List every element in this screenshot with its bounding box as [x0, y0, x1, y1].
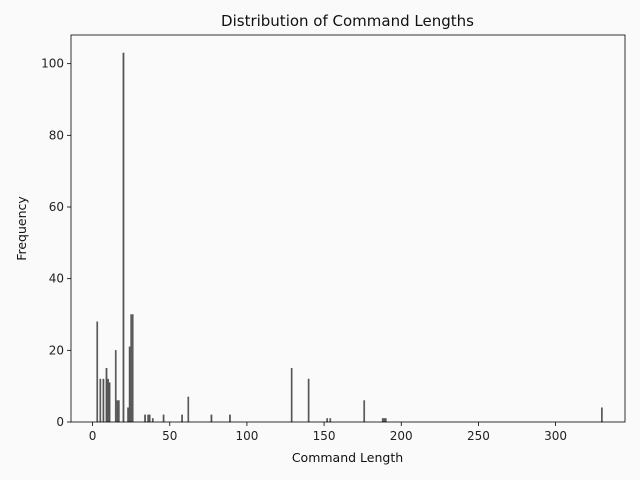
- x-tick-label: 300: [544, 429, 567, 443]
- bars-group: [96, 52, 603, 423]
- bar: [96, 321, 99, 423]
- bar: [601, 407, 603, 423]
- bar: [384, 418, 387, 423]
- bar: [127, 407, 129, 423]
- x-tick-label: 150: [313, 429, 336, 443]
- x-axis-label: Command Length: [292, 450, 403, 465]
- x-tick-label: 50: [162, 429, 177, 443]
- bar: [363, 400, 366, 423]
- bar: [130, 314, 133, 423]
- bar: [162, 414, 165, 423]
- bar: [116, 400, 119, 423]
- bar: [329, 418, 332, 423]
- bar: [99, 378, 102, 423]
- bar: [147, 414, 150, 423]
- bar: [290, 368, 293, 423]
- x-axis-ticks: 0 50 100 150 200 250 300: [89, 422, 567, 443]
- bar: [383, 418, 386, 423]
- bar: [122, 52, 125, 423]
- bar: [326, 418, 329, 423]
- y-tick-label: 80: [49, 128, 64, 142]
- bar: [108, 382, 111, 423]
- y-axis-label: Frequency: [14, 196, 29, 261]
- x-tick-label: 0: [89, 429, 97, 443]
- bar: [229, 414, 231, 423]
- bar: [117, 400, 120, 423]
- bar: [210, 414, 213, 423]
- bar: [102, 378, 105, 423]
- plot-frame: [70, 34, 626, 423]
- bar: [114, 350, 117, 423]
- y-tick-label: 0: [56, 415, 64, 429]
- y-tick-label: 60: [49, 200, 64, 214]
- bar: [381, 418, 384, 423]
- x-tick-label: 100: [235, 429, 258, 443]
- bar: [107, 378, 109, 423]
- y-tick-label: 20: [49, 343, 64, 357]
- chart-title: Distribution of Command Lengths: [221, 12, 474, 30]
- bar: [187, 396, 190, 423]
- bar: [144, 414, 146, 423]
- bar: [105, 368, 108, 423]
- bar: [148, 414, 151, 423]
- bar: [181, 414, 183, 423]
- x-tick-label: 250: [467, 429, 490, 443]
- y-tick-label: 40: [49, 272, 64, 286]
- y-tick-label: 100: [41, 57, 64, 71]
- bar: [307, 378, 310, 423]
- bar: [151, 418, 154, 423]
- x-tick-label: 200: [390, 429, 413, 443]
- bar: [131, 314, 134, 423]
- bar: [128, 346, 131, 423]
- y-axis-ticks: 0 20 40 60 80 100: [41, 57, 71, 429]
